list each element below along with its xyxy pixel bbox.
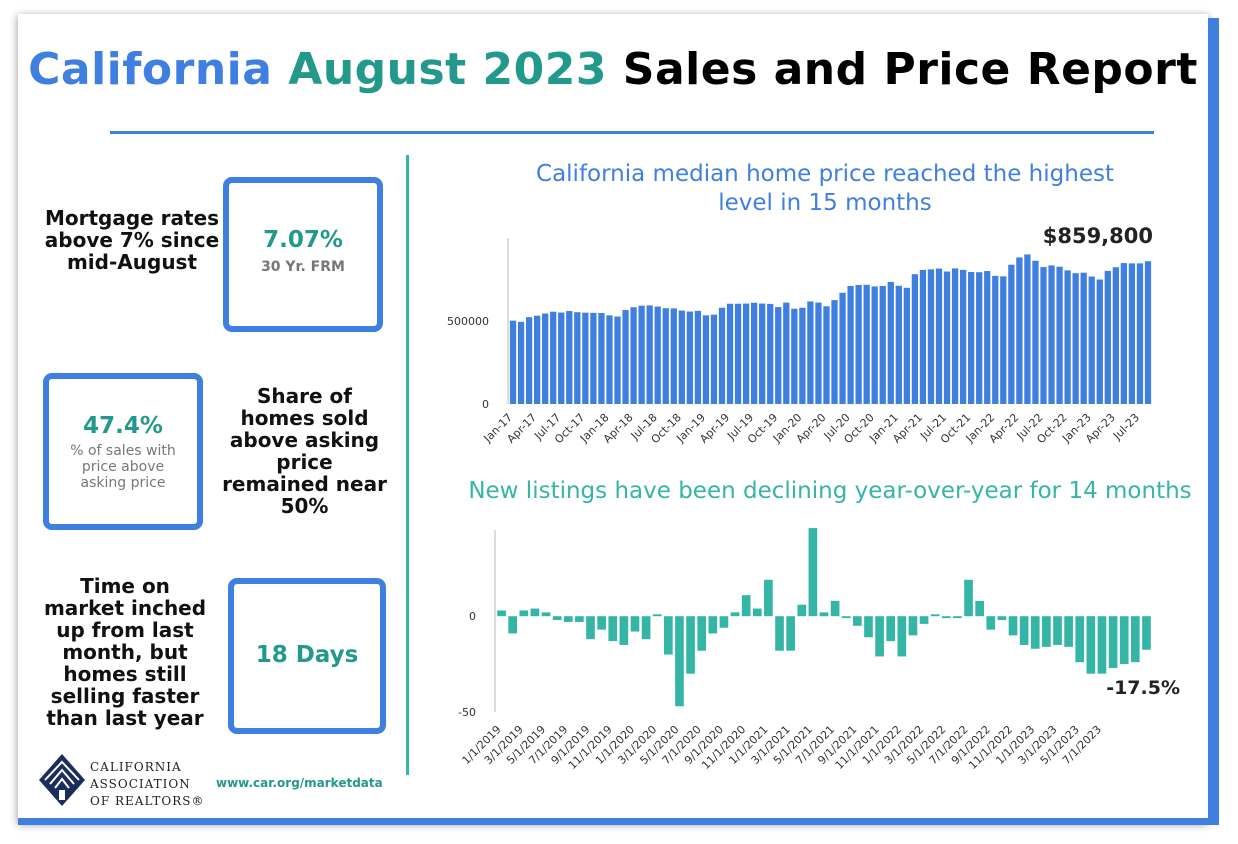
market-box: 18 Days (228, 578, 386, 734)
asking-value: 47.4% (83, 413, 163, 439)
card-edge-bottom (18, 818, 1219, 825)
mortgage-box: 7.07% 30 Yr. FRM (223, 177, 383, 332)
column-divider (406, 155, 409, 775)
mortgage-label: Mortgage rates above 7% since mid-August (44, 206, 220, 274)
asking-label: Share of homes sold above asking price r… (222, 384, 387, 518)
title-state: California (28, 44, 273, 95)
mortgage-value: 7.07% (263, 227, 343, 253)
chart2-title: New listings have been declining year-ov… (468, 478, 1192, 504)
mortgage-sub: 30 Yr. FRM (261, 259, 345, 275)
chart1-title: California median home price reached the… (536, 161, 1114, 216)
car-logo-icon (39, 754, 85, 806)
market-label: Time on market inched up from last month… (43, 574, 207, 730)
title-period: August 2023 (288, 44, 607, 95)
logo-wordmark: CALIFORNIA ASSOCIATION OF REALTORS® (90, 759, 205, 810)
asking-box: 47.4% % of sales with price above asking… (43, 373, 203, 530)
report-card (18, 14, 1208, 822)
market-data-link[interactable]: www.car.org/marketdata (216, 776, 383, 790)
asking-sub: % of sales with price above asking price (70, 443, 176, 491)
logo-line-3: OF REALTORS® (90, 794, 205, 808)
card-edge-right (1208, 18, 1219, 823)
market-value: 18 Days (255, 642, 359, 668)
page-title: California August 2023 Sales and Price R… (18, 44, 1208, 95)
title-report: Sales and Price Report (622, 44, 1198, 95)
header-divider (110, 131, 1154, 134)
logo-line-1: CALIFORNIA (90, 760, 182, 774)
logo-line-2: ASSOCIATION (90, 777, 191, 791)
